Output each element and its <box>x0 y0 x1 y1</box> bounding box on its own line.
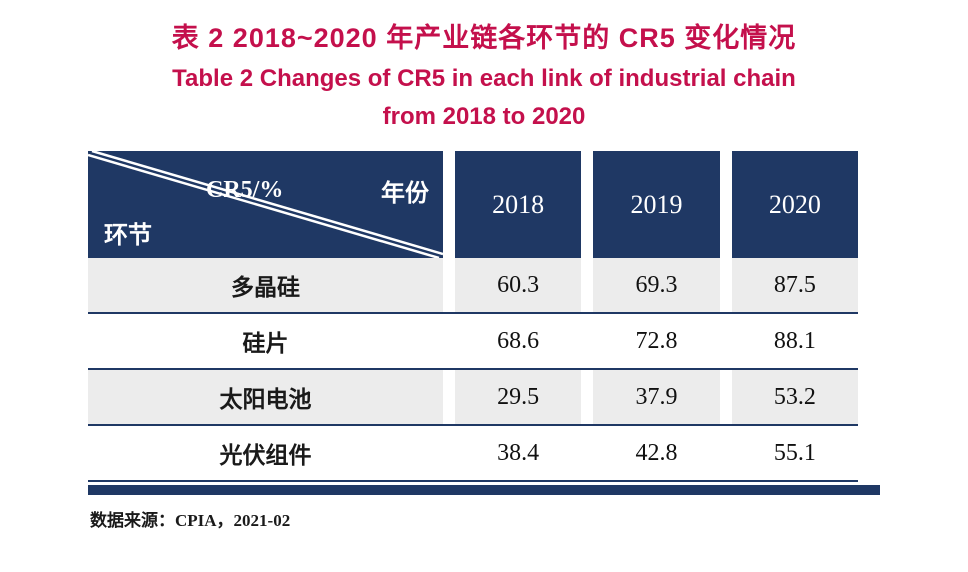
column-header-2020: 2020 <box>731 151 858 258</box>
row-label-wafer: 硅片 <box>88 314 443 368</box>
diagonal-divider <box>88 151 443 258</box>
row-label-pv-module: 光伏组件 <box>88 426 443 480</box>
cell-value: 68.6 <box>455 314 582 368</box>
cell-value: 42.8 <box>593 426 720 480</box>
cell-value: 29.5 <box>455 370 582 424</box>
row-label-polysilicon: 多晶硅 <box>88 258 443 312</box>
cr5-table: CR5/% 年份 环节 2018 2019 2020 多晶硅 60.3 69.3… <box>88 151 858 482</box>
cell-value: 87.5 <box>731 258 858 312</box>
table-row: 太阳电池 29.5 37.9 53.2 <box>88 370 858 426</box>
table-title-en-line2: from 2018 to 2020 <box>382 103 586 130</box>
table-title-en-line1: Table 2 Changes of CR5 in each link of i… <box>172 65 796 92</box>
column-header-2018: 2018 <box>455 151 582 258</box>
cell-value: 38.4 <box>455 426 582 480</box>
corner-value-label: CR5/% <box>206 177 284 203</box>
cell-value: 72.8 <box>593 314 720 368</box>
cell-value: 88.1 <box>731 314 858 368</box>
diagonal-header-cell: CR5/% 年份 环节 <box>88 151 443 258</box>
cell-value: 69.3 <box>593 258 720 312</box>
corner-col-axis-label: 年份 <box>381 180 429 207</box>
table-row: 硅片 68.6 72.8 88.1 <box>88 314 858 370</box>
corner-row-axis-label: 环节 <box>104 222 152 249</box>
column-header-2019: 2019 <box>593 151 720 258</box>
cell-value: 37.9 <box>593 370 720 424</box>
table-row: 多晶硅 60.3 69.3 87.5 <box>88 258 858 314</box>
table-header-row: CR5/% 年份 环节 2018 2019 2020 <box>88 151 858 258</box>
row-label-solar-cell: 太阳电池 <box>88 370 443 424</box>
cell-value: 55.1 <box>731 426 858 480</box>
table-title-block: 表 2 2018~2020 年产业链各环节的 CR5 变化情况 Table 2 … <box>0 0 968 131</box>
data-source-note: 数据来源：CPIA，2021-02 <box>90 511 291 530</box>
table-bottom-rule <box>88 485 880 495</box>
table-title-zh: 表 2 2018~2020 年产业链各环节的 CR5 变化情况 <box>171 23 797 53</box>
table-row: 光伏组件 38.4 42.8 55.1 <box>88 426 858 482</box>
cell-value: 53.2 <box>731 370 858 424</box>
cell-value: 60.3 <box>455 258 582 312</box>
